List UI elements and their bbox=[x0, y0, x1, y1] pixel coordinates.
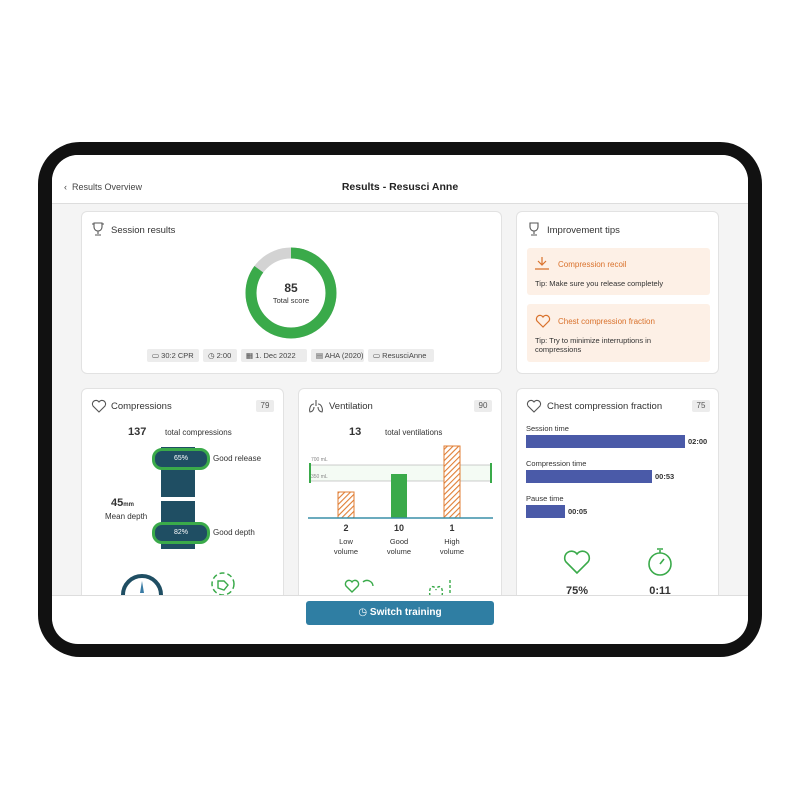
volume-bar bbox=[391, 474, 407, 518]
score-value: 85 bbox=[284, 281, 298, 295]
total-label: total ventilations bbox=[385, 428, 443, 437]
lungs-level-icon bbox=[428, 580, 451, 596]
heart-lungs-icon bbox=[344, 579, 374, 593]
total-label: total compressions bbox=[165, 428, 232, 437]
total-value: 13 bbox=[349, 426, 362, 438]
bar-count: 2 bbox=[343, 523, 349, 533]
tag-text: 30:2 CPR bbox=[161, 351, 194, 360]
tip-title: Compression recoil bbox=[558, 260, 627, 269]
score-badge: 79 bbox=[256, 400, 274, 412]
card-title: Improvement tips bbox=[547, 225, 620, 236]
card-title: Compressions bbox=[111, 401, 172, 412]
card-title: Ventilation bbox=[329, 401, 373, 412]
tag: ▤ AHA (2020) bbox=[311, 349, 364, 362]
volume-chart bbox=[308, 445, 493, 519]
volume-bar bbox=[443, 445, 461, 519]
stopwatch-icon bbox=[648, 548, 672, 576]
score-arc bbox=[245, 247, 337, 339]
total-value: 137 bbox=[128, 426, 147, 438]
pause-value: 0:11 bbox=[649, 585, 671, 597]
tag-text: 1. Dec 2022 bbox=[255, 351, 296, 360]
heart-cycle-icon bbox=[563, 550, 591, 575]
score-badge: 90 bbox=[474, 400, 492, 412]
mean-depth: 45mm bbox=[111, 497, 134, 509]
hand-icon bbox=[211, 572, 235, 596]
mean-depth-label: Mean depth bbox=[105, 512, 148, 521]
release-pill: 65% bbox=[152, 448, 210, 470]
tag-text: ResusciAnne bbox=[382, 351, 427, 360]
time-bar bbox=[526, 505, 565, 518]
release-label: Good release bbox=[213, 454, 262, 463]
limit-label: 700 mL bbox=[311, 457, 328, 463]
tag-text: AHA (2020) bbox=[324, 351, 364, 360]
tip-box bbox=[527, 304, 710, 362]
time-label: Session time bbox=[526, 424, 569, 433]
bar-label: High volume bbox=[439, 537, 465, 556]
tag-text: 2:00 bbox=[216, 351, 232, 360]
depth-divider bbox=[161, 497, 195, 501]
fraction-value: 75% bbox=[565, 585, 589, 597]
page-title: Results - Resusci Anne bbox=[341, 181, 459, 193]
lungs-icon bbox=[309, 400, 323, 413]
score-badge: 75 bbox=[692, 400, 710, 412]
depth-pill: 82% bbox=[152, 522, 210, 544]
tip-text: Tip: Make sure you release completely bbox=[535, 279, 664, 288]
time-value: 00:53 bbox=[655, 472, 675, 481]
bar-count: 1 bbox=[449, 523, 455, 533]
back-label[interactable]: Results Overview bbox=[72, 182, 143, 192]
bar-count: 10 bbox=[393, 523, 404, 533]
limit-label: 350 mL bbox=[311, 474, 328, 480]
score-label: Total score bbox=[272, 296, 310, 305]
tip-title: Chest compression fraction bbox=[558, 317, 655, 326]
tip-box bbox=[527, 248, 710, 295]
compressions-icon bbox=[91, 399, 107, 413]
gauge-icon bbox=[121, 574, 163, 596]
header-bar bbox=[52, 155, 748, 204]
ccf-card bbox=[516, 388, 719, 618]
tips-icon bbox=[529, 222, 539, 236]
tag: ◷ 2:00 bbox=[203, 349, 237, 362]
button-label[interactable]: Switch training bbox=[369, 607, 442, 618]
ccf-icon bbox=[526, 399, 542, 413]
time-label: Compression time bbox=[526, 459, 587, 468]
time-label: Pause time bbox=[526, 494, 564, 503]
volume-bar bbox=[337, 491, 355, 519]
mean-depth-value: 45 bbox=[111, 497, 124, 509]
mean-depth-unit: mm bbox=[123, 502, 134, 508]
back-link[interactable]: ‹ Results Overview bbox=[64, 182, 143, 192]
bar-label: Good volume bbox=[386, 537, 412, 556]
tip-text: Tip: Try to minimize interruptions in co… bbox=[535, 336, 652, 354]
time-bar bbox=[526, 435, 685, 448]
card-title: Session results bbox=[111, 225, 176, 236]
score-donut bbox=[245, 247, 337, 339]
tag: ▦ 1. Dec 2022 bbox=[241, 349, 307, 362]
time-bar bbox=[526, 470, 652, 483]
session-card bbox=[81, 211, 502, 374]
heart-icon bbox=[535, 314, 551, 328]
bar-label: Low volume bbox=[333, 537, 359, 556]
depth-label: Good depth bbox=[213, 528, 255, 537]
time-value: 00:05 bbox=[568, 507, 588, 516]
switch-training-button[interactable]: ◷ Switch training bbox=[306, 601, 494, 625]
time-value: 02:00 bbox=[688, 437, 708, 446]
card-title: Chest compression fraction bbox=[547, 401, 663, 412]
tag: ▭ ResusciAnne bbox=[368, 349, 434, 362]
recoil-icon bbox=[535, 257, 549, 270]
tag: ▭ 30:2 CPR bbox=[147, 349, 199, 362]
trophy-icon bbox=[92, 222, 104, 236]
